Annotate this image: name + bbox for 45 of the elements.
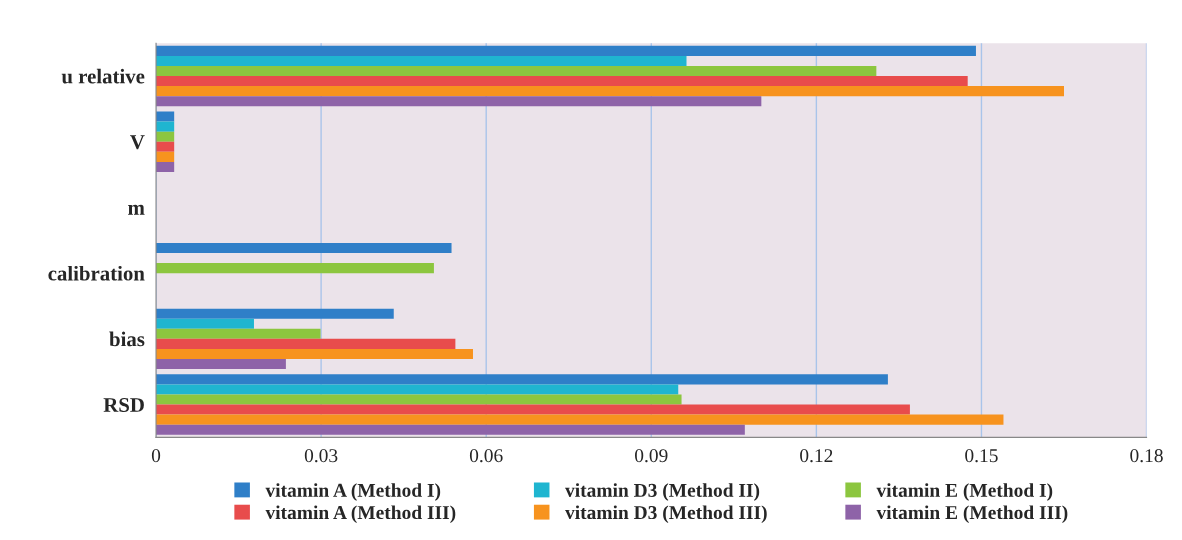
bar <box>156 65 877 77</box>
bar <box>156 328 321 339</box>
x-tick-label: 0.12 <box>800 449 833 463</box>
bar <box>156 359 286 370</box>
bar <box>156 308 394 319</box>
bar <box>156 111 175 122</box>
x-tick-label: 0.06 <box>469 449 503 463</box>
y-tick-label: u relative <box>61 68 145 84</box>
legend-label: vitamin D3 (Method III) <box>565 505 767 524</box>
bar <box>156 404 910 415</box>
bar <box>156 121 175 132</box>
legend-label: vitamin D3 (Method II) <box>565 483 760 501</box>
bar <box>156 76 968 87</box>
bar <box>156 338 456 349</box>
y-tick-label: bias <box>109 331 145 347</box>
bar <box>156 348 473 359</box>
x-tick-label: 0 <box>151 449 161 463</box>
x-tick-label: 0.03 <box>304 449 338 463</box>
y-tick-label: V <box>130 135 145 150</box>
bar <box>156 318 254 329</box>
bar <box>156 45 976 56</box>
bar <box>156 151 175 162</box>
bar <box>156 96 762 107</box>
bar <box>156 131 175 142</box>
y-tick-label: RSD <box>103 397 144 412</box>
legend-label: vitamin A (Method I) <box>265 483 441 501</box>
y-tick-label: calibration <box>48 265 145 281</box>
legend-label: vitamin E (Method III) <box>876 505 1068 524</box>
y-tick-label: m <box>128 204 145 215</box>
bar <box>156 384 679 395</box>
bar <box>156 394 682 405</box>
bar <box>156 263 434 274</box>
bar <box>156 414 1004 425</box>
bar <box>156 55 687 66</box>
bar <box>156 86 1064 97</box>
x-tick-label: 0.09 <box>635 449 668 463</box>
bar <box>156 374 888 385</box>
legend-label: vitamin E (Method I) <box>876 483 1053 501</box>
x-tick-label: 0.18 <box>1130 449 1163 463</box>
bar <box>156 242 452 253</box>
legend-label: vitamin A (Method III) <box>265 505 456 524</box>
bar <box>156 161 175 172</box>
bar <box>156 424 745 435</box>
bar <box>156 141 175 152</box>
x-tick-label: 0.15 <box>965 449 998 463</box>
